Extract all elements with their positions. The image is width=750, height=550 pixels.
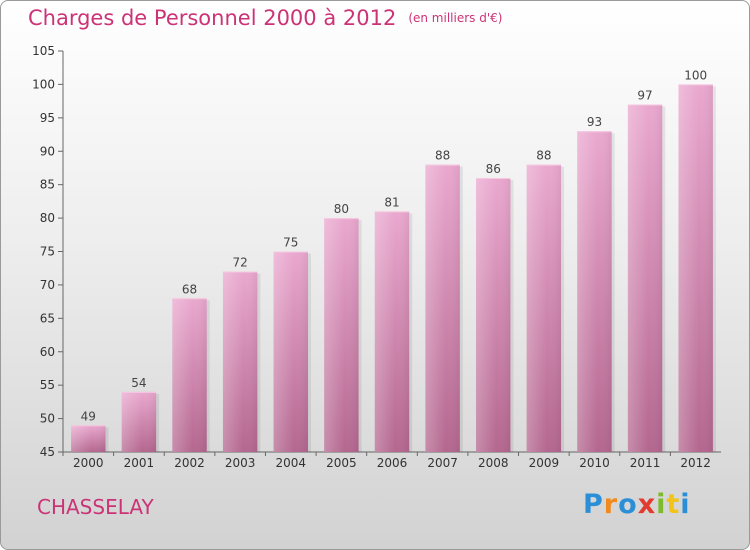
bar-highlight	[273, 251, 308, 452]
y-tick-label: 85	[40, 178, 55, 192]
data-label: 86	[486, 162, 501, 176]
bar-highlight	[222, 271, 258, 452]
data-label: 68	[182, 282, 197, 296]
logo-letter: P	[583, 489, 604, 520]
y-tick-label: 105	[32, 44, 55, 58]
y-tick-label: 90	[40, 144, 55, 158]
y-tick-label: 95	[40, 111, 55, 125]
logo-letter: r	[603, 489, 619, 520]
bar-highlight	[476, 177, 511, 452]
data-label: 88	[536, 149, 551, 163]
y-tick-label: 70	[40, 278, 55, 292]
x-tick-label: 2010	[579, 456, 610, 470]
location-name: CHASSELAY	[37, 495, 154, 519]
x-tick-label: 2005	[326, 456, 357, 470]
chart-subtitle: (en milliers d'€)	[408, 11, 503, 25]
data-label: 75	[283, 236, 298, 250]
data-label: 80	[334, 202, 349, 216]
bar-highlight	[324, 218, 359, 452]
y-tick-label: 50	[40, 412, 55, 426]
logo-letter: t	[666, 489, 681, 520]
y-tick-label: 100	[32, 77, 55, 91]
y-tick-label: 55	[40, 378, 55, 392]
bar-highlight	[172, 298, 207, 452]
bar-highlight	[526, 164, 562, 452]
x-tick-label: 2012	[680, 456, 711, 470]
data-label: 54	[131, 376, 146, 390]
bar-highlight	[121, 391, 157, 452]
data-label: 49	[81, 409, 96, 423]
data-label: 93	[587, 115, 602, 129]
x-tick-label: 2002	[174, 456, 205, 470]
logo-letter: x	[637, 489, 657, 520]
x-tick-label: 2007	[427, 456, 458, 470]
bar-highlight	[71, 425, 106, 452]
axes: 45 50 55 60 65 70 75 80 85 90 95 100 105 2000 2001 2002…	[32, 44, 721, 470]
x-tick-label: 2000	[73, 456, 104, 470]
logo-letter: o	[618, 489, 638, 520]
proxiti-logo: Proxiti	[583, 489, 691, 520]
y-tick-label: 65	[40, 311, 55, 325]
x-tick-label: 2008	[478, 456, 509, 470]
x-tick-label: 2001	[124, 456, 155, 470]
data-label: 100	[684, 68, 707, 82]
bar-highlight	[627, 104, 663, 452]
value-labels: 49 54 68 72 75 80 81 88 86 88 93 97 100	[81, 68, 707, 423]
bar-highlight	[678, 84, 713, 453]
x-tick-label: 2004	[275, 456, 306, 470]
y-tick-label: 75	[40, 245, 55, 259]
logo-letter: i	[656, 489, 667, 520]
data-label: 88	[435, 149, 450, 163]
bar-highlight	[374, 211, 410, 452]
data-label: 72	[233, 256, 248, 270]
x-tick-label: 2011	[630, 456, 661, 470]
x-tick-label: 2003	[225, 456, 256, 470]
x-tick-label: 2006	[377, 456, 408, 470]
chart-title-text: Charges de Personnel 2000 à 2012	[28, 6, 397, 30]
data-label: 81	[384, 195, 399, 209]
logo-letter: i	[680, 489, 691, 520]
y-tick-label: 45	[40, 445, 55, 459]
bar-highlight	[577, 131, 612, 452]
x-tick-label: 2009	[529, 456, 560, 470]
chart-title: Charges de Personnel 2000 à 2012 (en mill…	[28, 6, 502, 30]
y-tick-label: 80	[40, 211, 55, 225]
data-label: 97	[637, 88, 652, 102]
y-tick-label: 60	[40, 345, 55, 359]
bars	[71, 84, 716, 453]
bar-highlight	[425, 164, 460, 452]
